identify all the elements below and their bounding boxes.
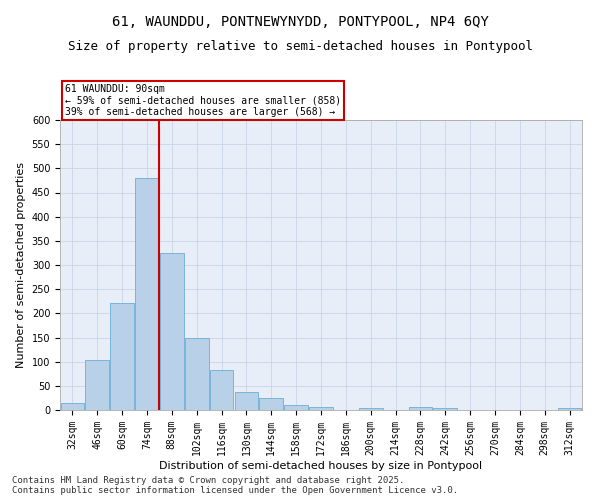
Bar — [160, 253, 184, 410]
Bar — [85, 360, 109, 410]
Text: 61 WAUNDDU: 90sqm
← 59% of semi-detached houses are smaller (858)
39% of semi-de: 61 WAUNDDU: 90sqm ← 59% of semi-detached… — [65, 84, 341, 117]
Bar — [284, 405, 308, 410]
Bar — [359, 408, 383, 410]
Y-axis label: Number of semi-detached properties: Number of semi-detached properties — [16, 162, 26, 368]
Text: Size of property relative to semi-detached houses in Pontypool: Size of property relative to semi-detach… — [67, 40, 533, 53]
Bar — [185, 338, 209, 410]
Bar — [409, 407, 432, 410]
Bar — [309, 406, 333, 410]
Bar — [135, 178, 159, 410]
Text: 61, WAUNDDU, PONTNEWYNYDD, PONTYPOOL, NP4 6QY: 61, WAUNDDU, PONTNEWYNYDD, PONTYPOOL, NP… — [112, 15, 488, 29]
Bar — [110, 302, 134, 410]
Bar — [61, 403, 84, 410]
Bar — [210, 370, 233, 410]
Bar — [259, 398, 283, 410]
Bar — [433, 408, 457, 410]
Bar — [558, 408, 581, 410]
X-axis label: Distribution of semi-detached houses by size in Pontypool: Distribution of semi-detached houses by … — [160, 460, 482, 470]
Text: Contains HM Land Registry data © Crown copyright and database right 2025.
Contai: Contains HM Land Registry data © Crown c… — [12, 476, 458, 495]
Bar — [235, 392, 258, 410]
